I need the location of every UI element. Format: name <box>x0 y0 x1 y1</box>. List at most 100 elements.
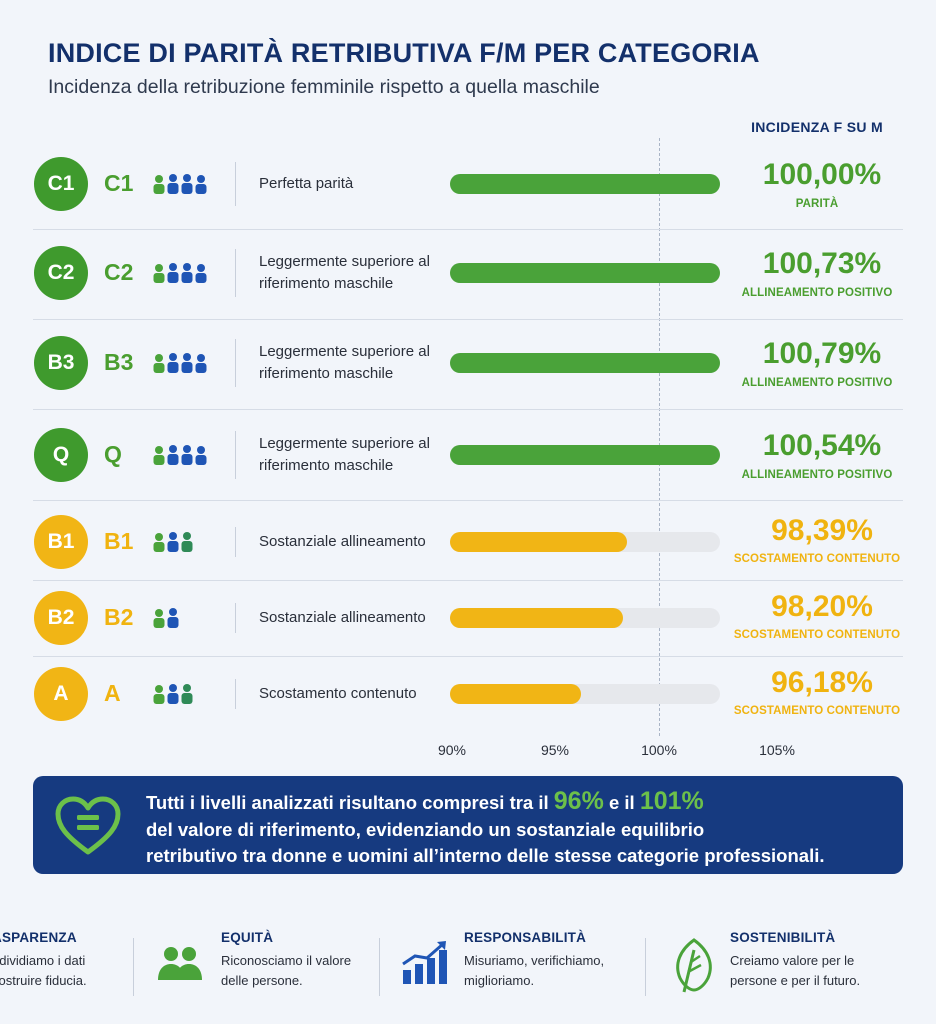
banner-line-2: del valore di riferimento, evidenziando … <box>146 819 705 840</box>
category-badge: Q <box>34 428 88 482</box>
bar-track <box>450 684 720 704</box>
value-body: Creiamo valore per le persone e per il f… <box>730 951 860 991</box>
bar-b1 <box>450 532 628 552</box>
value-label: 98,20% <box>771 590 873 623</box>
category-badge: C2 <box>34 246 88 300</box>
category-description: Leggermente superiore al riferimento mas… <box>259 343 430 382</box>
row-divider <box>235 249 236 297</box>
bar-track <box>450 532 720 552</box>
value-label: 100,73% <box>762 247 882 280</box>
value-line: Riconosciamo il valore <box>221 953 352 968</box>
people-icon <box>152 262 210 289</box>
status-label: ALLINEAMENTO POSITIVO <box>741 377 893 389</box>
bar-track <box>450 353 720 373</box>
banner-text-c: e il <box>603 792 640 813</box>
value-body: Misuriamo, verifichiamo, miglioriamo. <box>464 951 604 991</box>
bar-q <box>450 445 720 465</box>
value-line: Creiamo valore per le <box>730 953 855 968</box>
column-header: INCIDENZA F SU M <box>751 119 883 135</box>
row-divider <box>235 431 236 479</box>
people-icon <box>152 352 210 379</box>
row-divider <box>235 527 236 557</box>
status-label: SCOSTAMENTO CONTENUTO <box>733 629 901 641</box>
page-title: INDICE DI PARITÀ RETRIBUTIVA F/M PER CAT… <box>48 38 760 68</box>
people-icon <box>152 173 210 200</box>
bar-chart-icon <box>399 940 449 991</box>
value-line: costruire fiducia. <box>0 973 87 988</box>
row-separator <box>33 500 903 501</box>
category-description: Leggermente superiore al riferimento mas… <box>259 253 430 292</box>
banner-line-3: retributivo tra donne e uomini all’inter… <box>146 845 825 866</box>
category-description: Sostanziale allineamento <box>259 533 426 550</box>
status-label: ALLINEAMENTO POSITIVO <box>741 287 893 299</box>
page-subtitle: Incidenza della retribuzione femminile r… <box>48 76 600 98</box>
value-divider <box>379 938 380 996</box>
value-heading: ASPARENZA <box>0 930 77 945</box>
row-separator <box>33 319 903 320</box>
row-separator <box>33 229 903 230</box>
category-code: C1 <box>104 170 134 196</box>
category-badge: C1 <box>34 157 88 211</box>
row-separator <box>33 409 903 410</box>
category-code: B3 <box>104 349 134 375</box>
people-icon <box>152 444 210 471</box>
category-description: Scostamento contenuto <box>259 685 417 702</box>
bar-c1 <box>450 174 720 194</box>
row-divider <box>235 603 236 633</box>
value-label: 96,18% <box>771 666 873 699</box>
bar-track <box>450 263 720 283</box>
value-heading: SOSTENIBILITÀ <box>730 930 836 945</box>
bar-track <box>450 608 720 628</box>
value-label: 100,54% <box>762 429 882 462</box>
bar-b3 <box>450 353 720 373</box>
category-code: C2 <box>104 259 134 285</box>
status-label: ALLINEAMENTO POSITIVO <box>741 469 893 481</box>
category-description: Leggermente superiore al riferimento mas… <box>259 435 430 474</box>
banner-low-value: 96% <box>553 787 604 815</box>
people-icon <box>152 683 196 710</box>
people-icon <box>152 531 196 558</box>
x-tick-label: 95% <box>540 742 570 758</box>
value-equita: EQUITÀ Riconosciamo il valore delle pers… <box>221 930 351 991</box>
status-label: PARITÀ <box>795 198 839 210</box>
category-badge: A <box>34 667 88 721</box>
value-label: 100,00% <box>762 158 882 191</box>
row-divider <box>235 162 236 206</box>
value-heading: EQUITÀ <box>221 930 274 945</box>
summary-banner <box>33 776 903 874</box>
row-divider <box>235 339 236 387</box>
value-line: miglioriamo. <box>464 973 535 988</box>
leaf-icon <box>670 936 718 999</box>
banner-high-value: 101% <box>639 787 704 815</box>
category-code: A <box>104 680 121 706</box>
banner-text-a: Tutti i livelli analizzati risultano com… <box>146 792 539 813</box>
value-sostenibilita: SOSTENIBILITÀ Creiamo valore per le pers… <box>730 930 860 991</box>
bar-track <box>450 445 720 465</box>
value-divider <box>645 938 646 996</box>
category-badge: B2 <box>34 591 88 645</box>
value-responsabilita: RESPONSABILITÀ Misuriamo, verifichiamo, … <box>464 930 604 991</box>
category-code: Q <box>104 441 122 467</box>
value-line: persone e per il futuro. <box>730 973 861 988</box>
category-code: B1 <box>104 528 134 554</box>
value-label: 98,39% <box>771 514 873 547</box>
row-divider <box>235 679 236 709</box>
value-heading: RESPONSABILITÀ <box>464 930 587 945</box>
category-description: Sostanziale allineamento <box>259 609 426 626</box>
heart-equals-icon <box>52 794 124 863</box>
bar-track <box>450 174 720 194</box>
bar-a <box>450 684 581 704</box>
value-divider <box>133 938 134 996</box>
value-body: Riconosciamo il valore delle persone. <box>221 951 351 991</box>
x-tick-label: 90% <box>437 742 467 758</box>
category-description: Perfetta parità <box>259 175 354 192</box>
banner-text-b: il <box>538 792 554 813</box>
value-label: 100,79% <box>762 337 882 370</box>
row-separator <box>33 580 903 581</box>
people-icon <box>156 944 204 989</box>
reference-line-100 <box>659 138 660 736</box>
category-badge: B1 <box>34 515 88 569</box>
bar-b2 <box>450 608 624 628</box>
status-label: SCOSTAMENTO CONTENUTO <box>733 553 901 565</box>
x-tick-label: 100% <box>641 742 677 758</box>
